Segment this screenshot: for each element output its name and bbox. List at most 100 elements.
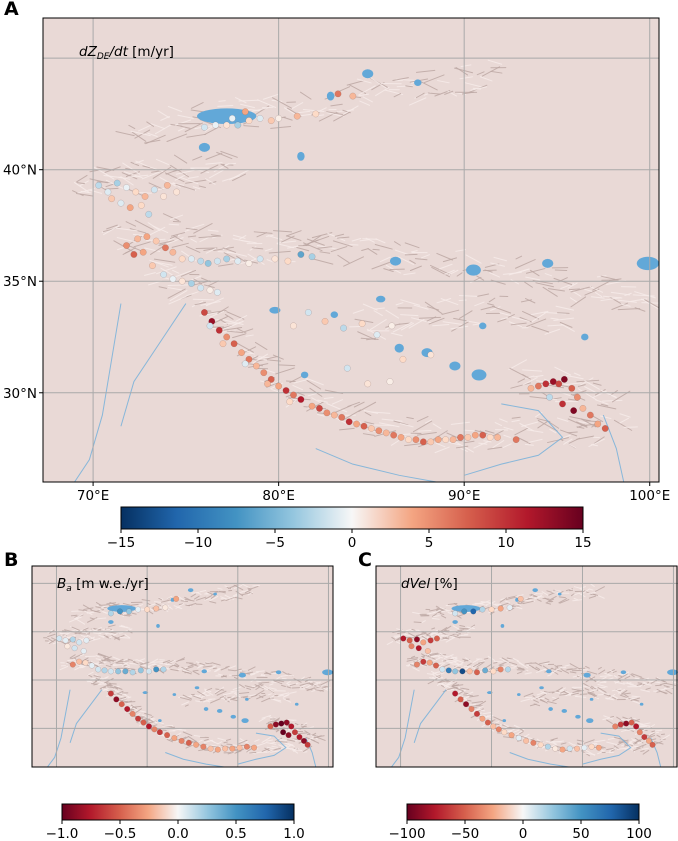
relief-stroke	[536, 738, 544, 744]
data-point	[297, 396, 305, 403]
panel-b-title: Ba [m w.e./yr]	[57, 576, 149, 594]
relief-stroke	[204, 309, 227, 315]
relief-stroke	[314, 684, 326, 688]
data-point	[197, 284, 205, 292]
relief-stroke	[564, 664, 570, 667]
relief-stroke	[569, 588, 574, 591]
relief-stroke	[413, 621, 422, 623]
relief-stroke	[123, 664, 128, 667]
relief-stroke	[74, 613, 83, 619]
relief-stroke	[267, 720, 274, 724]
relief-stroke	[190, 167, 210, 173]
relief-stroke	[166, 605, 173, 610]
data-point	[126, 204, 134, 212]
relief-stroke	[80, 190, 92, 194]
relief-stroke	[445, 604, 451, 607]
data-point	[291, 729, 298, 736]
data-point	[108, 195, 116, 203]
relief-stroke	[399, 433, 416, 436]
relief-stroke	[222, 674, 227, 678]
relief-stroke	[342, 105, 359, 115]
relief-stroke	[193, 595, 200, 600]
data-point	[334, 90, 342, 98]
relief-stroke	[134, 219, 154, 231]
relief-stroke	[189, 662, 200, 668]
relief-stroke	[88, 637, 101, 642]
relief-stroke	[441, 309, 460, 315]
relief-stroke	[135, 709, 146, 713]
relief-stroke	[312, 258, 334, 265]
relief-stroke	[433, 657, 441, 662]
relief-stroke	[155, 602, 162, 607]
relief-stroke	[317, 246, 333, 249]
data-point	[290, 322, 297, 330]
relief-stroke	[283, 107, 298, 116]
relief-stroke	[187, 235, 197, 238]
relief-stroke	[560, 429, 578, 437]
relief-stroke	[358, 401, 377, 412]
lake-shape	[330, 311, 339, 319]
relief-stroke	[511, 416, 521, 419]
data-point	[501, 729, 508, 736]
relief-stroke	[218, 263, 234, 267]
data-point	[636, 729, 643, 736]
relief-stroke	[207, 280, 219, 287]
relief-stroke	[414, 258, 428, 261]
relief-stroke	[454, 687, 464, 692]
relief-stroke	[477, 293, 490, 297]
relief-stroke	[385, 309, 400, 319]
relief-stroke	[584, 288, 600, 296]
relief-stroke	[593, 436, 605, 444]
relief-stroke	[187, 736, 197, 742]
relief-stroke	[210, 740, 216, 743]
relief-stroke	[245, 334, 254, 337]
lake-shape	[172, 693, 177, 696]
relief-stroke	[205, 297, 224, 307]
data-point	[321, 317, 329, 325]
relief-stroke	[391, 636, 396, 640]
relief-stroke	[455, 445, 469, 449]
relief-stroke	[624, 744, 632, 750]
relief-stroke	[607, 737, 616, 740]
relief-stroke	[552, 740, 565, 743]
relief-stroke	[639, 724, 650, 727]
data-point	[140, 719, 147, 726]
data-point	[560, 375, 568, 383]
data-point	[139, 248, 147, 256]
relief-stroke	[634, 677, 640, 680]
relief-stroke	[88, 189, 103, 194]
relief-stroke	[407, 657, 419, 660]
relief-stroke	[187, 176, 199, 179]
data-point	[300, 737, 307, 744]
relief-stroke	[577, 388, 597, 401]
relief-stroke	[490, 262, 505, 267]
relief-stroke	[240, 695, 250, 698]
relief-stroke	[643, 681, 648, 685]
relief-stroke	[499, 597, 508, 603]
relief-stroke	[415, 92, 425, 99]
relief-stroke	[524, 733, 530, 737]
relief-stroke	[156, 158, 169, 166]
relief-stroke	[82, 604, 93, 611]
relief-stroke	[630, 298, 648, 302]
relief-stroke	[181, 736, 187, 740]
relief-stroke	[640, 689, 650, 693]
relief-stroke	[569, 663, 580, 670]
relief-stroke	[526, 318, 547, 327]
relief-stroke	[663, 685, 670, 688]
relief-stroke	[356, 78, 372, 84]
lake-shape	[241, 718, 249, 724]
relief-stroke	[484, 430, 495, 434]
relief-stroke	[118, 700, 129, 703]
relief-stroke	[591, 296, 605, 299]
relief-stroke	[92, 627, 102, 632]
relief-stroke	[181, 670, 192, 675]
relief-stroke	[434, 90, 451, 97]
relief-stroke	[480, 600, 491, 604]
data-point	[427, 351, 435, 359]
relief-stroke	[621, 692, 631, 695]
relief-stroke	[624, 694, 629, 698]
relief-stroke	[570, 593, 575, 597]
relief-stroke	[145, 721, 157, 724]
relief-stroke	[584, 688, 590, 691]
